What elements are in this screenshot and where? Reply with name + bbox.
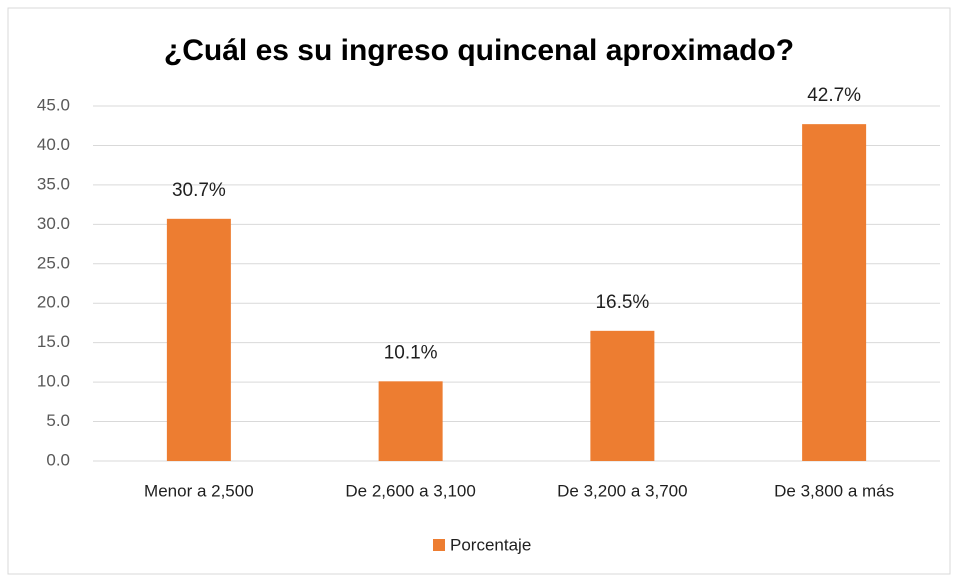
bar: [166, 218, 231, 461]
y-tick-label: 20.0: [37, 293, 70, 312]
legend-label: Porcentaje: [450, 535, 531, 554]
y-tick-label: 30.0: [37, 214, 70, 233]
y-tick-label: 0.0: [46, 450, 70, 469]
bar: [378, 381, 443, 461]
x-tick-label: De 2,600 a 3,100: [345, 481, 475, 500]
y-tick-label: 25.0: [37, 253, 70, 272]
y-tick-label: 40.0: [37, 135, 70, 154]
y-tick-label: 45.0: [37, 95, 70, 114]
bar: [802, 124, 867, 462]
data-label: 10.1%: [384, 342, 438, 363]
y-tick-label: 5.0: [46, 411, 70, 430]
x-tick-label: De 3,800 a más: [774, 481, 894, 500]
legend-swatch: [433, 539, 445, 551]
data-label: 16.5%: [595, 292, 649, 313]
data-label: 30.7%: [172, 180, 226, 201]
chart-title: ¿Cuál es su ingreso quincenal aproximado…: [164, 34, 794, 67]
y-tick-label: 15.0: [37, 332, 70, 351]
y-tick-label: 35.0: [37, 174, 70, 193]
y-tick-label: 10.0: [37, 372, 70, 391]
x-tick-label: Menor a 2,500: [144, 481, 254, 500]
data-label: 42.7%: [807, 85, 861, 106]
x-tick-label: De 3,200 a 3,700: [557, 481, 687, 500]
bar: [590, 330, 655, 461]
chart-border: [7, 7, 951, 575]
